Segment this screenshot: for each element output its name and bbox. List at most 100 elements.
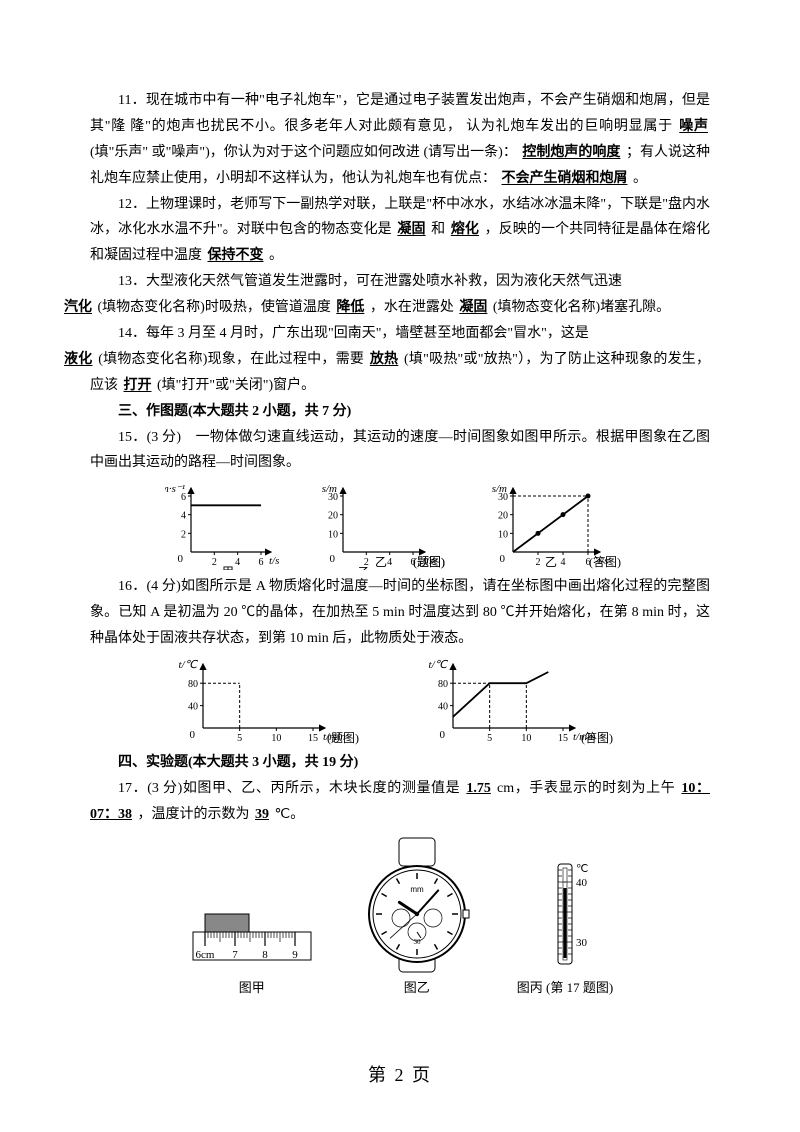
q12-t4: 。 (269, 248, 283, 263)
q11-t1: 11．现在城市中有一种"电子礼炮车"，它是通过电子装置发出炮声，不会产生硝烟和炮… (90, 93, 710, 134)
svg-text:30: 30 (576, 937, 588, 949)
q14: 14．每年 3 月至 4 月时，广东出现"回南天"，墙壁甚至地面都会"冒水"，这… (90, 321, 710, 399)
svg-text:8: 8 (262, 949, 268, 961)
svg-text:30: 30 (328, 492, 338, 503)
q15-chart-yi-blank: t/ss/m0102030246乙(题图)乙(题图) (315, 480, 455, 570)
ruler-caption: 图甲 (239, 976, 265, 1000)
svg-text:4: 4 (561, 557, 566, 568)
q14-b3: 打开 (122, 378, 154, 393)
q11-t2: (填"乐声" 或"噪声")，你认为对于这个问题应如何改进 (请写出一条)： (90, 145, 517, 160)
svg-text:7: 7 (232, 949, 238, 961)
svg-text:30: 30 (498, 492, 508, 503)
q11-b1: 噪声 (677, 119, 710, 134)
svg-text:40: 40 (438, 702, 448, 713)
q14-t2: (填物态变化名称)现象，在此过程中，需要 (98, 352, 364, 367)
svg-text:0: 0 (500, 553, 506, 565)
svg-text:10: 10 (328, 530, 338, 541)
svg-text:6: 6 (181, 492, 186, 503)
svg-text:(题图): (题图) (413, 555, 445, 569)
svg-text:4: 4 (181, 511, 186, 522)
svg-text:甲: 甲 (222, 565, 234, 570)
q13-b3: 凝固 (457, 300, 489, 315)
svg-text:(答图): (答图) (581, 730, 613, 745)
svg-text:80: 80 (438, 679, 448, 690)
q17-figs: 6cm 7 8 9 图甲 mm30 图乙 40 30 ℃ 图丙 (第 17 题图) (90, 836, 710, 1000)
q11-t4: 。 (633, 171, 647, 186)
svg-text:20: 20 (328, 511, 338, 522)
q13-b1: 汽化 (62, 300, 94, 315)
section3-head: 三、作图题(本大题共 2 小题，共 7 分) (90, 399, 710, 425)
svg-text:5: 5 (487, 733, 492, 744)
svg-text:80: 80 (188, 679, 198, 690)
q16-chart-answer: t/mint/℃0408051015(答图) (425, 656, 625, 746)
q13-t2: (填物态变化名称)时吸热，使管道温度 (98, 300, 331, 315)
q17-t1: 17．(3 分)如图甲、乙、丙所示，木块长度的测量值是 (118, 781, 460, 796)
section4-head: 四、实验题(本大题共 3 小题，共 19 分) (90, 750, 710, 776)
thermo-caption: 图丙 (第 17 题图) (517, 976, 613, 1000)
svg-text:0: 0 (178, 553, 184, 565)
svg-text:t/℃: t/℃ (429, 659, 449, 671)
q17: 17．(3 分)如图甲、乙、丙所示，木块长度的测量值是 1.75 cm，手表显示… (90, 776, 710, 828)
q16-figs: t/mint/℃0408051015(题图) t/mint/℃040805101… (90, 656, 710, 746)
q17-t2: cm，手表显示的时刻为上午 (497, 781, 675, 796)
svg-text:20: 20 (498, 511, 508, 522)
q16-chart-blank: t/mint/℃0408051015(题图) (175, 656, 365, 746)
svg-text:(答图): (答图) (589, 554, 621, 569)
q15-figs: t/sv/m·s⁻¹0246246甲 t/ss/m0102030246乙(题图)… (90, 480, 710, 570)
q15-chart-jia: t/sv/m·s⁻¹0246246甲 (165, 480, 285, 570)
q12: 12．上物理课时，老师写下一副热学对联，上联是"杯中冰水，水结冰冰温未降"，下联… (90, 192, 710, 270)
svg-text:10: 10 (521, 733, 531, 744)
q12-b1: 凝固 (395, 222, 427, 237)
svg-text:t/℃: t/℃ (179, 659, 199, 671)
q12-b3: 保持不变 (206, 248, 266, 263)
svg-text:(题图): (题图) (327, 731, 359, 745)
q17-ruler: 6cm 7 8 9 (187, 906, 317, 976)
q17-watch: mm30 (362, 836, 472, 976)
svg-text:乙: 乙 (375, 555, 387, 569)
q14-b2: 放热 (368, 352, 400, 367)
q13-t3: ，水在泄露处 (370, 300, 454, 315)
svg-text:9: 9 (292, 949, 298, 961)
svg-text:15: 15 (308, 733, 318, 744)
q13-t1: 13．大型液化天然气管道发生泄露时，可在泄露处喷水补救，因为液化天然气迅速 (118, 274, 622, 289)
svg-text:0: 0 (440, 729, 446, 741)
q17-t3: ，温度计的示数为 (138, 807, 250, 822)
svg-text:0: 0 (190, 729, 196, 741)
q14-b1: 液化 (62, 352, 94, 367)
svg-text:2: 2 (536, 557, 541, 568)
svg-text:40: 40 (188, 702, 198, 713)
q11-b2: 控制炮声的响度 (520, 145, 622, 160)
svg-text:t/s: t/s (269, 555, 279, 567)
q13: 13．大型液化天然气管道发生泄露时，可在泄露处喷水补救，因为液化天然气迅速 汽化… (90, 269, 710, 321)
q15-chart-yi-answer: t/ss/m0102030246乙(答图) (485, 480, 635, 570)
q11: 11．现在城市中有一种"电子礼炮车"，它是通过电子装置发出炮声，不会产生硝烟和炮… (90, 88, 710, 192)
q17-thermometer: 40 30 ℃ (530, 856, 600, 976)
page-footer: 第 2 页 (0, 1059, 800, 1092)
svg-text:10: 10 (271, 733, 281, 744)
svg-text:mm: mm (410, 885, 424, 894)
svg-text:6cm: 6cm (195, 949, 214, 961)
q15-text: 15．(3 分) 一物体做匀速直线运动，其运动的速度—时间图象如图甲所示。根据甲… (90, 425, 710, 477)
q14-t4: (填"打开"或"关闭")窗户。 (157, 378, 315, 393)
q12-b2: 熔化 (449, 222, 481, 237)
svg-text:10: 10 (498, 530, 508, 541)
q13-b2: 降低 (334, 300, 366, 315)
svg-text:℃: ℃ (576, 863, 588, 875)
svg-text:4: 4 (387, 557, 392, 568)
svg-text:15: 15 (558, 733, 568, 744)
q16-text: 16．(4 分)如图所示是 A 物质熔化时温度—时间的坐标图，请在坐标图中画出熔… (90, 574, 710, 652)
q17-b1: 1.75 (464, 781, 493, 796)
svg-text:6: 6 (259, 557, 264, 568)
svg-text:40: 40 (576, 877, 588, 889)
svg-text:2: 2 (181, 530, 186, 541)
svg-text:乙: 乙 (358, 565, 370, 570)
q17-b3: 39 (253, 807, 271, 822)
q11-b3: 不会产生硝烟和炮屑 (500, 171, 630, 186)
svg-text:2: 2 (212, 557, 217, 568)
svg-text:乙: 乙 (545, 555, 557, 569)
svg-text:4: 4 (235, 557, 240, 568)
q13-t4: (填物态变化名称)堵塞孔隙。 (493, 300, 670, 315)
q14-t1: 14．每年 3 月至 4 月时，广东出现"回南天"，墙壁甚至地面都会"冒水"，这… (118, 326, 589, 341)
watch-caption: 图乙 (404, 976, 430, 1000)
svg-text:5: 5 (237, 733, 242, 744)
